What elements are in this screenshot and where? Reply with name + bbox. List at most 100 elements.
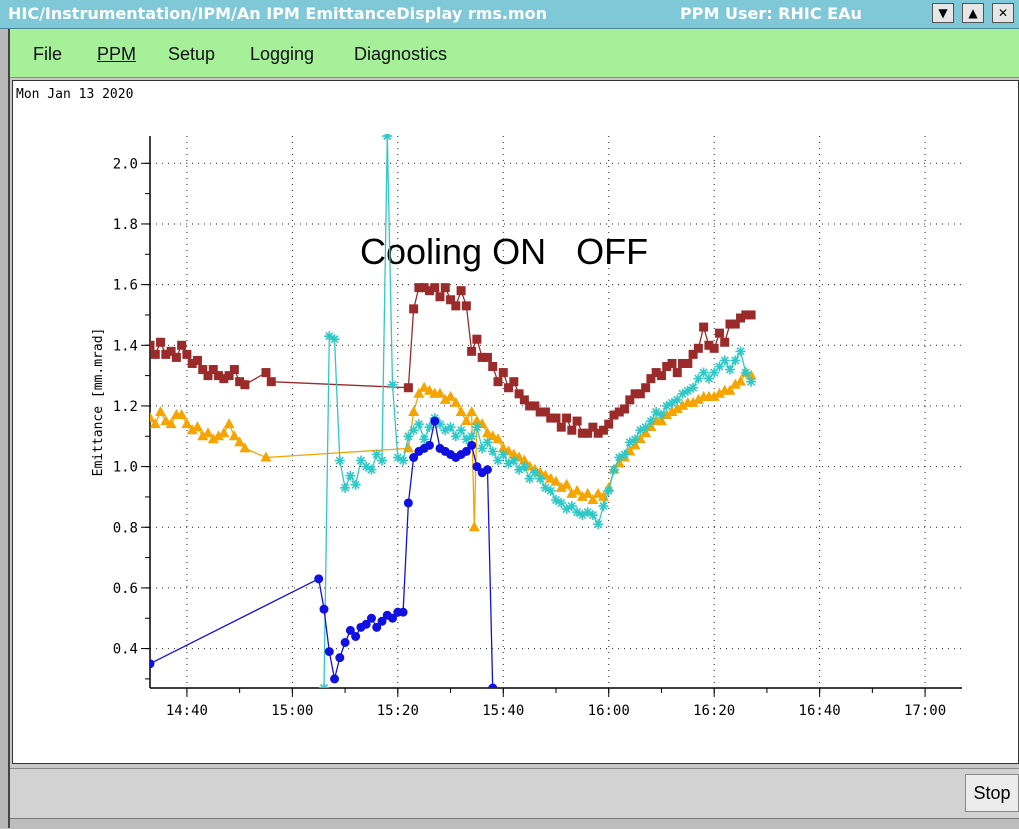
data-point [430, 416, 440, 426]
data-point-stroke [383, 134, 391, 141]
data-point [561, 478, 573, 489]
data-point [260, 451, 272, 462]
menu-setup[interactable]: Setup [168, 44, 216, 64]
data-point-stroke [736, 347, 745, 356]
data-point [223, 418, 235, 429]
data-point [340, 638, 350, 648]
menu-bar: File PPM Setup Logging Diagnostics [10, 29, 1019, 78]
data-point [729, 378, 741, 389]
data-point-stroke [356, 456, 365, 465]
data-point [725, 364, 735, 375]
data-point-stroke [646, 417, 655, 426]
data-point-stroke [388, 380, 397, 389]
data-point-stroke [689, 383, 698, 392]
data-point [182, 349, 192, 359]
data-point [266, 377, 276, 387]
data-point [398, 607, 408, 617]
data-point [203, 371, 213, 381]
data-point [609, 410, 619, 420]
data-point [678, 358, 688, 368]
data-point [719, 355, 730, 366]
data-point-stroke [509, 456, 518, 465]
data-point [524, 473, 535, 484]
data-point-stroke [546, 486, 555, 495]
title-bar[interactable]: HIC/Instrumentation/IPM/An IPM Emittance… [0, 0, 1019, 29]
x-tick-label: 16:40 [799, 703, 841, 719]
data-point-stroke [530, 468, 539, 477]
data-point [571, 484, 583, 495]
data-point [508, 448, 520, 459]
data-point-stroke [488, 447, 497, 456]
data-point [545, 472, 557, 483]
data-point [434, 387, 446, 398]
data-point [593, 428, 603, 438]
menu-ppm[interactable]: PPM [97, 44, 137, 64]
data-point [492, 433, 504, 444]
data-point [456, 425, 467, 436]
data-point [730, 319, 740, 329]
data-point [423, 384, 435, 395]
status-bar [10, 768, 1019, 819]
data-point [214, 371, 224, 381]
data-point [598, 501, 609, 512]
data-point [667, 358, 677, 368]
data-point-stroke [346, 471, 355, 480]
data-point [540, 482, 551, 493]
close-icon[interactable]: ✕ [992, 3, 1014, 23]
stop-button[interactable]: Stop [965, 774, 1019, 812]
data-point [361, 619, 371, 629]
data-point [446, 295, 456, 305]
data-point [562, 413, 572, 423]
data-point [625, 395, 635, 405]
data-point-stroke [399, 456, 408, 465]
menu-diagnostics[interactable]: Diagnostics [354, 44, 448, 64]
x-tick-label: 15:00 [271, 703, 313, 719]
data-point [687, 396, 699, 407]
data-point-stroke [609, 465, 619, 474]
data-point [334, 455, 345, 466]
data-point [556, 422, 566, 432]
data-point [150, 418, 161, 429]
data-point [666, 406, 678, 416]
data-point [567, 425, 577, 435]
data-point [430, 283, 440, 293]
data-point-stroke [325, 332, 334, 341]
horizontal-scrollbar[interactable] [10, 818, 1019, 829]
data-point [340, 482, 351, 493]
data-point [471, 422, 482, 433]
data-point [228, 430, 240, 441]
data-point [467, 440, 477, 450]
cooling-annotation: Cooling ON OFF [360, 231, 648, 272]
data-point [329, 334, 340, 345]
data-point [398, 455, 409, 466]
data-point [735, 375, 747, 386]
data-point [330, 674, 340, 684]
data-point [555, 481, 567, 492]
data-point [372, 622, 382, 632]
data-point-stroke [599, 501, 608, 511]
data-point-stroke [520, 462, 529, 471]
data-point [445, 390, 457, 401]
data-point [481, 427, 493, 438]
menu-icon[interactable]: ▼ [932, 3, 954, 23]
data-point [655, 415, 667, 426]
maximize-icon[interactable]: ▲ [962, 3, 984, 23]
data-point [699, 322, 709, 332]
menu-logging[interactable]: Logging [250, 44, 315, 64]
data-point [692, 393, 704, 404]
data-point [482, 465, 492, 475]
data-point-stroke [341, 483, 350, 492]
data-point [720, 337, 730, 347]
data-point [519, 395, 529, 405]
data-point-stroke [573, 508, 582, 517]
menu-file[interactable]: File [33, 44, 63, 64]
data-point [460, 415, 472, 426]
data-point-stroke [393, 453, 402, 462]
data-point [192, 355, 202, 365]
data-point [240, 380, 250, 390]
data-point-stroke [457, 426, 466, 435]
data-point [714, 328, 724, 338]
data-point [498, 368, 508, 378]
data-point-stroke [536, 474, 545, 483]
data-point [708, 390, 720, 401]
